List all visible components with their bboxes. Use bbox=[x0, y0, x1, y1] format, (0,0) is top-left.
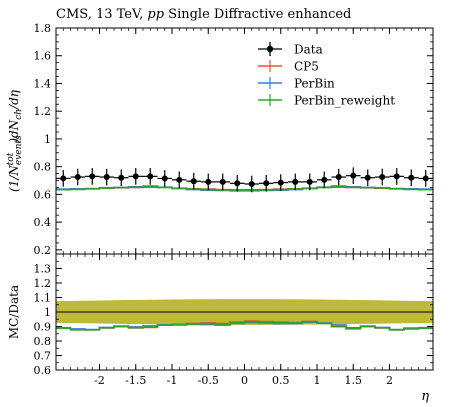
x-tick-label: -1 bbox=[167, 374, 178, 387]
data-point bbox=[60, 175, 67, 182]
x-tick-label: 1 bbox=[314, 374, 321, 387]
data-point bbox=[408, 174, 415, 181]
data-point bbox=[292, 178, 299, 185]
data-point bbox=[205, 178, 212, 185]
legend-label-data: Data bbox=[294, 43, 323, 57]
data-point bbox=[147, 173, 154, 180]
data-point bbox=[74, 174, 81, 181]
main-y-tick-label: 1.8 bbox=[34, 22, 52, 35]
x-axis-label: η bbox=[421, 389, 429, 404]
main-y-axis: 0.2 0.4 0.6 0.8 1 1.2 1.4 1.6 1.8 bbox=[34, 22, 433, 257]
data-point bbox=[335, 174, 342, 181]
data-point bbox=[422, 175, 429, 182]
data-point bbox=[219, 178, 226, 185]
legend-swatch-data-point bbox=[266, 45, 274, 53]
data-point bbox=[263, 180, 270, 187]
main-y-axis-label: (1/Neventstot)dNch/dη bbox=[6, 89, 24, 192]
data-point bbox=[364, 174, 371, 181]
data-point bbox=[393, 173, 400, 180]
data-point bbox=[306, 178, 313, 185]
main-y-tick-label: 1.2 bbox=[34, 105, 52, 118]
data-point bbox=[234, 180, 241, 187]
ratio-y-tick-label: 1 bbox=[44, 306, 51, 319]
data-point bbox=[190, 178, 197, 185]
x-tick-label: 1.5 bbox=[345, 374, 363, 387]
x-tick-label: -2 bbox=[94, 374, 105, 387]
data-point bbox=[103, 174, 110, 181]
data-point bbox=[176, 176, 183, 183]
ratio-y-tick-label: 0.6 bbox=[34, 364, 52, 377]
ratio-y-tick-label: 1.1 bbox=[34, 292, 52, 305]
legend-label-cp5: CP5 bbox=[294, 60, 319, 74]
ratio-y-tick-label: 0.8 bbox=[34, 335, 52, 348]
main-y-tick-label: 1 bbox=[44, 133, 51, 146]
figure-title: CMS, 13 TeV, pp Single Diffractive enhan… bbox=[56, 7, 351, 22]
x-tick-label: -1.5 bbox=[125, 374, 146, 387]
main-y-tick-label: 1.4 bbox=[34, 77, 52, 90]
ratio-y-tick-label: 1.2 bbox=[34, 277, 52, 290]
legend: Data CP5 PerBin PerBin_reweight bbox=[258, 42, 395, 108]
ratio-y-tick-label: 1.3 bbox=[34, 263, 52, 276]
data-point bbox=[277, 179, 284, 186]
x-tick-label: -0.5 bbox=[198, 374, 219, 387]
x-tick-label: 0.5 bbox=[272, 374, 290, 387]
legend-label-perbin: PerBin bbox=[294, 77, 335, 91]
data-point bbox=[379, 174, 386, 181]
ratio-y-axis-label: MC/Data bbox=[7, 285, 21, 339]
data-point bbox=[89, 173, 96, 180]
main-plot-marks bbox=[56, 167, 433, 193]
data-point bbox=[132, 173, 139, 180]
ratio-panel: 0.60.70.80.911.11.21.3-2 -1.5 -1 -0.5 0 0.5 1 1… bbox=[7, 253, 434, 404]
ratio-y-tick-label: 0.9 bbox=[34, 321, 52, 334]
main-y-tick-label: 0.8 bbox=[34, 161, 52, 174]
main-plot-frame bbox=[55, 27, 434, 255]
main-y-tick-label: 0.2 bbox=[34, 244, 52, 257]
data-point bbox=[350, 172, 357, 179]
main-y-tick-label: 1.6 bbox=[34, 50, 52, 63]
legend-label-perbin_reweight: PerBin_reweight bbox=[294, 94, 395, 108]
series-line-perbin_reweight bbox=[56, 185, 433, 192]
x-tick-label: 2 bbox=[386, 374, 393, 387]
data-point bbox=[161, 175, 168, 182]
main-panel: 0.2 0.4 0.6 0.8 1 1.2 1.4 1.6 1.8 (1/Neventstot)… bbox=[6, 22, 434, 257]
ratio-line-perbin_reweight bbox=[56, 320, 433, 331]
data-point bbox=[118, 174, 125, 181]
data-point bbox=[248, 180, 255, 187]
ratio-plot-marks bbox=[56, 299, 433, 331]
x-tick-label: 0 bbox=[241, 374, 248, 387]
main-y-tick-label: 0.6 bbox=[34, 188, 52, 201]
main-y-tick-label: 0.4 bbox=[34, 216, 52, 229]
ratio-axes: 0.60.70.80.911.11.21.3-2 -1.5 -1 -0.5 0 0.5 1 1… bbox=[34, 254, 433, 387]
data-point bbox=[321, 176, 328, 183]
ratio-y-tick-label: 0.7 bbox=[34, 350, 52, 363]
